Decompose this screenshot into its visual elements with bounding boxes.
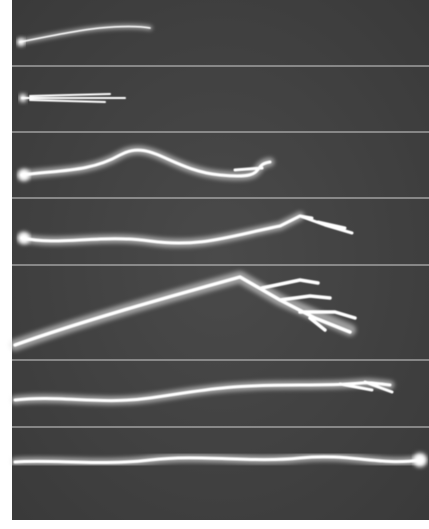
spark-6 bbox=[10, 378, 395, 406]
electrode-glow bbox=[18, 169, 30, 181]
spark-4 bbox=[17, 211, 354, 248]
electrode-glow bbox=[413, 453, 427, 467]
spark-core bbox=[20, 148, 272, 178]
spark-2 bbox=[18, 93, 129, 103]
photo-background bbox=[12, 0, 429, 520]
spark-5 bbox=[9, 271, 357, 351]
spark-core bbox=[13, 455, 422, 465]
spark-core bbox=[21, 93, 126, 103]
spark-core bbox=[20, 214, 354, 245]
electrode-glow bbox=[17, 38, 25, 46]
electrode-glow bbox=[18, 232, 30, 244]
spark-core bbox=[13, 275, 357, 347]
electrode-glow bbox=[19, 94, 27, 102]
spark-core bbox=[13, 380, 394, 403]
spark-7 bbox=[10, 452, 427, 468]
spark-core bbox=[19, 25, 151, 43]
spark-1 bbox=[17, 24, 153, 46]
spark-3 bbox=[17, 145, 275, 181]
